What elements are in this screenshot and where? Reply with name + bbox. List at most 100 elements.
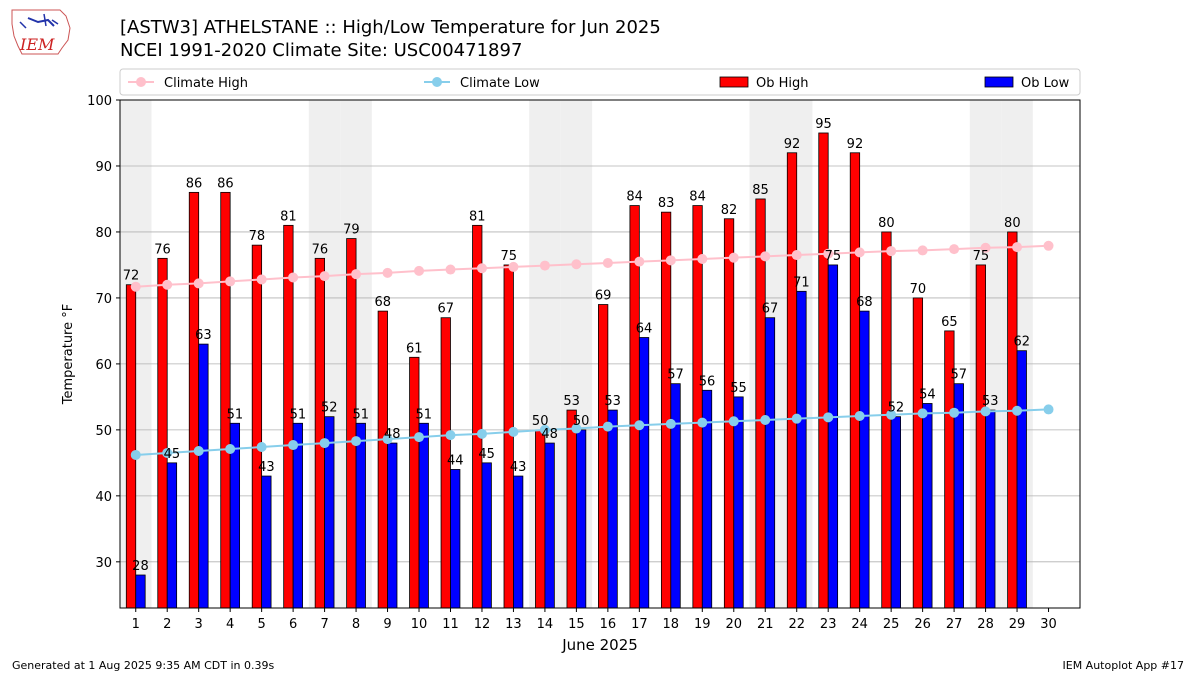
climate-high-point bbox=[634, 256, 645, 267]
climate-high-point bbox=[697, 253, 708, 264]
ob-high-label: 80 bbox=[1004, 216, 1021, 231]
climate-low-line bbox=[135, 408, 1049, 456]
climate-low-point bbox=[602, 421, 613, 432]
ob-low-bar bbox=[544, 442, 555, 609]
climate-high-point bbox=[602, 257, 613, 268]
x-tick-label: 14 bbox=[537, 617, 554, 632]
ob-low-bar bbox=[985, 409, 996, 609]
ob-low-label: 43 bbox=[510, 460, 527, 475]
ob-high-label: 95 bbox=[815, 117, 832, 132]
ob-high-label: 80 bbox=[878, 216, 895, 231]
climate-low-point bbox=[256, 442, 267, 453]
y-tick-label: 100 bbox=[87, 94, 112, 109]
climate-high-point bbox=[917, 245, 928, 256]
ob-high-label: 75 bbox=[973, 249, 990, 264]
x-tick-label: 20 bbox=[725, 617, 742, 632]
ob-high-bar bbox=[660, 211, 672, 609]
climate-high-point bbox=[886, 246, 897, 257]
ob-low-label: 51 bbox=[290, 407, 307, 422]
climate-high-point bbox=[193, 278, 204, 289]
ob-high-bar bbox=[157, 257, 168, 609]
ob-high-bar bbox=[723, 218, 735, 609]
ob-low-label: 62 bbox=[1013, 335, 1030, 350]
ob-high-label: 82 bbox=[721, 203, 738, 218]
ob-low-label: 56 bbox=[699, 374, 716, 389]
ob-low-label: 50 bbox=[573, 414, 590, 429]
legend-ob-high-swatch bbox=[719, 76, 749, 88]
ob-high-label: 76 bbox=[312, 242, 329, 257]
ob-low-bar bbox=[764, 317, 776, 609]
ob-high-bar bbox=[314, 257, 325, 609]
ob-low-label: 53 bbox=[604, 394, 621, 409]
ob-high-label: 61 bbox=[406, 341, 423, 356]
ob-high-bar bbox=[912, 297, 924, 609]
climate-low-point bbox=[665, 418, 676, 429]
ob-high-label: 86 bbox=[186, 176, 203, 191]
ob-low-label: 48 bbox=[541, 427, 558, 442]
climate-high-point bbox=[791, 250, 802, 261]
x-tick-label: 22 bbox=[788, 617, 805, 632]
ob-low-bar bbox=[922, 403, 933, 609]
x-tick-label: 17 bbox=[631, 617, 648, 632]
x-tick-label: 28 bbox=[977, 617, 994, 632]
ob-high-bar bbox=[786, 152, 798, 609]
x-tick-label: 6 bbox=[289, 617, 297, 632]
plot-frame bbox=[119, 99, 1081, 609]
climate-high-point bbox=[508, 261, 519, 272]
climate-high-point bbox=[854, 247, 865, 258]
climate-high-point bbox=[1012, 242, 1023, 253]
climate-high-point bbox=[162, 279, 173, 290]
climate-low-point bbox=[508, 426, 519, 437]
ob-low-label: 51 bbox=[415, 407, 432, 422]
ob-high-label: 92 bbox=[847, 137, 864, 152]
ob-high-label: 81 bbox=[280, 209, 297, 224]
ob-low-label: 57 bbox=[667, 368, 684, 383]
ob-low-bar bbox=[481, 462, 492, 609]
climate-low-point bbox=[130, 449, 141, 460]
data-labels: 72 76 86 86 78 81 76 79 68 61 67 81 75 50 53 69 84 83 84 82… bbox=[123, 117, 1030, 574]
legend-ob-high-label: Ob High bbox=[756, 76, 809, 91]
legend-climate-low-marker bbox=[432, 77, 442, 87]
ob-low-label: 64 bbox=[636, 322, 653, 337]
x-tick-label: 8 bbox=[352, 617, 360, 632]
x-tick-label: 29 bbox=[1009, 617, 1026, 632]
x-tick-label: 4 bbox=[226, 617, 234, 632]
ob-low-label: 63 bbox=[195, 328, 212, 343]
climate-high-line bbox=[135, 244, 1049, 288]
climate-low-point bbox=[760, 414, 771, 425]
y-tick-label: 80 bbox=[95, 226, 112, 241]
legend-climate-low-label: Climate Low bbox=[460, 76, 540, 91]
ob-high-label: 83 bbox=[658, 196, 675, 211]
ob-low-bar bbox=[387, 442, 398, 609]
ob-high-bar bbox=[1007, 231, 1018, 609]
climate-high-point bbox=[949, 244, 960, 255]
ob-high-bar bbox=[849, 152, 861, 609]
climate-low-point bbox=[319, 438, 330, 449]
ob-high-bar bbox=[251, 244, 263, 609]
climate-low-point bbox=[791, 413, 802, 424]
ob-high-label: 78 bbox=[249, 229, 266, 244]
ob-low-bar bbox=[513, 475, 524, 609]
x-tick-label: 26 bbox=[914, 617, 931, 632]
climate-low-point bbox=[414, 432, 425, 443]
ob-high-label: 79 bbox=[343, 223, 360, 238]
ob-low-bar bbox=[575, 429, 587, 609]
x-tick-label: 24 bbox=[851, 617, 868, 632]
ob-low-bar bbox=[638, 337, 650, 609]
ob-high-label: 84 bbox=[689, 190, 706, 205]
ob-high-label: 53 bbox=[563, 394, 580, 409]
ob-low-bar bbox=[1016, 350, 1027, 609]
ob-high-bar bbox=[409, 356, 420, 609]
ob-low-bar bbox=[796, 290, 807, 609]
climate-high-point bbox=[414, 265, 425, 276]
ob-high-bar bbox=[881, 231, 892, 609]
climate-high-point bbox=[980, 242, 991, 253]
climate-low-point bbox=[1043, 404, 1054, 415]
ob-low-bar bbox=[450, 469, 461, 609]
ob-low-label: 52 bbox=[321, 401, 338, 416]
footer-app: IEM Autoplot App #17 bbox=[1062, 659, 1185, 672]
ob-low-label: 51 bbox=[353, 407, 370, 422]
page-title: [ASTW3] ATHELSTANE :: High/Low Temperatu… bbox=[120, 17, 661, 38]
climate-high-point bbox=[539, 260, 550, 271]
ob-high-bar bbox=[818, 132, 829, 609]
